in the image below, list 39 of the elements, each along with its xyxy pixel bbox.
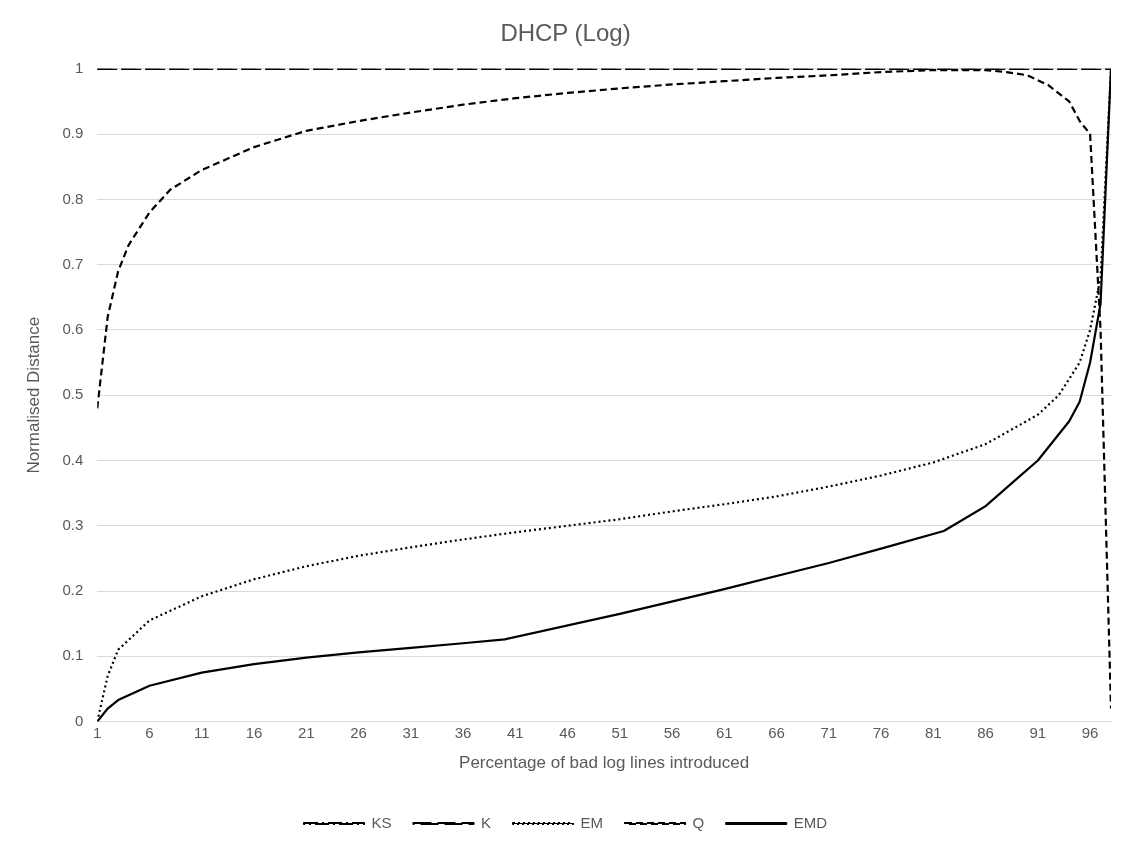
y-tick-label: 0.7	[62, 254, 84, 272]
x-axis-title: Percentage of bad log lines introduced	[459, 753, 750, 773]
x-tick-label: 41	[506, 723, 524, 741]
x-tick-label: 26	[350, 723, 367, 741]
x-tick-label: 21	[297, 723, 315, 741]
y-tick-label: 0.6	[62, 320, 84, 338]
x-tick-label: 56	[663, 723, 681, 741]
y-tick-label: 0.5	[62, 385, 84, 403]
y-tick-label: 0	[74, 711, 84, 729]
x-tick-label: 6	[145, 723, 154, 741]
x-tick-label: 86	[977, 723, 994, 741]
y-tick-label: 0.9	[62, 124, 84, 142]
x-tick-label: 66	[768, 723, 785, 741]
y-axis-title: Normalised Distance	[23, 316, 43, 474]
x-tick-label: 1	[93, 723, 102, 741]
y-tick-label: 1	[74, 58, 84, 76]
legend-label: EMD	[793, 813, 828, 831]
x-tick-label: 51	[611, 723, 629, 741]
y-tick-label: 0.3	[62, 515, 84, 533]
x-tick-label: 71	[820, 723, 838, 741]
legend-label: EM	[580, 813, 604, 831]
legend-label: KS	[371, 813, 392, 831]
x-tick-label: 76	[872, 723, 890, 741]
x-tick-label: 61	[715, 723, 733, 741]
y-tick-label: 0.2	[62, 581, 84, 599]
chart-title: DHCP (Log)	[500, 19, 631, 47]
y-tick-label: 0.8	[62, 189, 84, 207]
x-tick-label: 16	[245, 723, 263, 741]
legend-label: K	[481, 813, 492, 831]
x-tick-label: 96	[1081, 723, 1099, 741]
x-tick-label: 81	[924, 723, 942, 741]
x-tick-label: 46	[559, 723, 576, 741]
y-tick-label: 0.1	[62, 646, 84, 664]
x-tick-label: 36	[454, 723, 472, 741]
x-tick-label: 11	[193, 723, 210, 741]
y-tick-label: 0.4	[62, 450, 84, 468]
x-tick-label: 91	[1029, 723, 1047, 741]
legend-label: Q	[692, 813, 705, 831]
x-tick-label: 31	[402, 723, 420, 741]
